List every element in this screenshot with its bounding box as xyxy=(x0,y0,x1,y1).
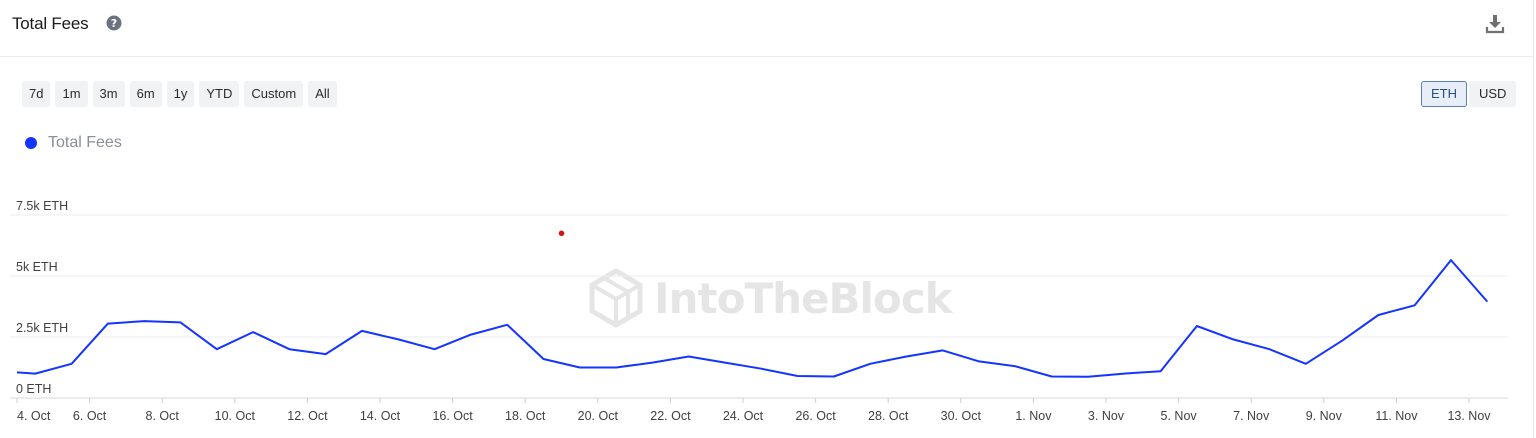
range-button-1y[interactable]: 1y xyxy=(166,81,195,107)
unit-toggle: ETH USD xyxy=(1421,81,1517,107)
line-chart: 0 ETH 2.5k ETH 5k ETH 7.5k ETH 4. Oct 6. Oct 8… xyxy=(10,199,1508,423)
x-tick-label: 14. Oct xyxy=(360,409,401,423)
unit-button-usd[interactable]: USD xyxy=(1469,81,1517,107)
legend-swatch xyxy=(25,137,37,149)
watermark: IntoTheBlock xyxy=(588,268,953,328)
x-tick-label: 28. Oct xyxy=(868,409,909,423)
x-tick-label: 7. Nov xyxy=(1233,409,1270,423)
x-tick-label: 9. Nov xyxy=(1306,409,1343,423)
time-range-selector: 7d 1m 3m 6m 1y YTD Custom All xyxy=(22,81,337,107)
x-tick-label: 30. Oct xyxy=(941,409,982,423)
y-tick-label: 0 ETH xyxy=(16,382,51,396)
svg-text:?: ? xyxy=(111,17,117,30)
x-tick-label: 13. Nov xyxy=(1447,409,1491,423)
range-button-3m[interactable]: 3m xyxy=(92,81,125,107)
range-button-ytd[interactable]: YTD xyxy=(199,81,240,107)
watermark-logo-icon xyxy=(589,268,643,328)
x-tick-label: 22. Oct xyxy=(650,409,691,423)
range-button-1m[interactable]: 1m xyxy=(55,81,88,107)
card-header: Total Fees ? xyxy=(0,0,1534,57)
x-tick-label: 20. Oct xyxy=(578,409,619,423)
range-button-custom[interactable]: Custom xyxy=(244,81,304,107)
page-title: Total Fees xyxy=(12,14,89,33)
unit-button-eth[interactable]: ETH xyxy=(1421,81,1467,107)
x-tick-label: 5. Nov xyxy=(1161,409,1198,423)
range-button-all[interactable]: All xyxy=(308,81,337,107)
y-tick-label: 7.5k ETH xyxy=(16,199,68,213)
x-tick-label: 3. Nov xyxy=(1088,409,1125,423)
x-tick-label: 10. Oct xyxy=(215,409,256,423)
download-icon[interactable] xyxy=(1485,14,1505,34)
x-tick-label: 4. Oct xyxy=(17,409,51,423)
range-button-7d[interactable]: 7d xyxy=(22,81,51,107)
x-tick-label: 16. Oct xyxy=(432,409,473,423)
x-tick-label: 24. Oct xyxy=(723,409,764,423)
y-tick-label: 2.5k ETH xyxy=(16,321,68,335)
x-tick-label: 11. Nov xyxy=(1375,409,1418,423)
x-tick-label: 26. Oct xyxy=(795,409,836,423)
range-button-6m[interactable]: 6m xyxy=(129,81,162,107)
x-tick-label: 6. Oct xyxy=(73,409,107,423)
x-tick-label: 1. Nov xyxy=(1015,409,1052,423)
x-tick-label: 18. Oct xyxy=(505,409,546,423)
legend-label: Total Fees xyxy=(48,134,122,151)
x-tick-label: 8. Oct xyxy=(146,409,180,423)
question-circle-icon[interactable]: ? xyxy=(106,15,122,31)
y-tick-label: 5k ETH xyxy=(16,260,58,274)
legend-item[interactable]: Total Fees xyxy=(25,134,122,152)
marker-point xyxy=(558,230,565,237)
x-tick-label: 12. Oct xyxy=(287,409,328,423)
series-line-total-fees xyxy=(16,259,1489,378)
watermark-text: IntoTheBlock xyxy=(654,273,953,323)
